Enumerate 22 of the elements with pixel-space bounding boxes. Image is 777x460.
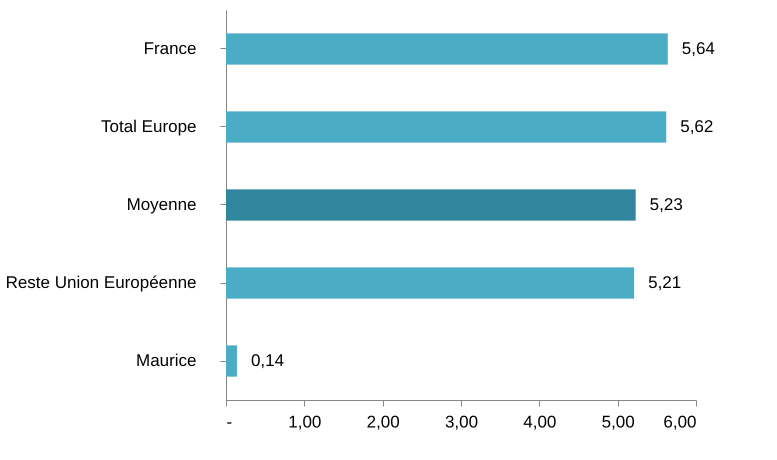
- data-label: 5,23: [650, 195, 683, 214]
- x-tick-label: 2,00: [366, 412, 400, 432]
- x-tick-label: 6,00: [663, 412, 696, 432]
- y-tick-label: Maurice: [136, 351, 196, 370]
- x-tick-label: 5,00: [602, 412, 635, 432]
- y-tick-label: Total Europe: [101, 117, 196, 136]
- data-label: 5,62: [680, 117, 714, 136]
- y-tick-label: Reste Union Européenne: [6, 273, 196, 292]
- x-tick-label: 4,00: [523, 412, 556, 432]
- x-tick-label: 3,00: [444, 412, 478, 432]
- bar: [226, 189, 636, 221]
- y-tick-label: Moyenne: [126, 195, 196, 214]
- bar: [226, 345, 237, 377]
- y-tick-label: France: [144, 39, 196, 58]
- data-label: 5,21: [648, 273, 682, 292]
- x-tick-label: 1,00: [288, 412, 322, 432]
- data-label: 0,14: [250, 351, 284, 370]
- bar: [226, 267, 634, 299]
- bar: [226, 33, 668, 65]
- x-tick-label: -: [226, 412, 232, 432]
- data-label: 5,64: [682, 39, 715, 58]
- bar: [226, 111, 666, 143]
